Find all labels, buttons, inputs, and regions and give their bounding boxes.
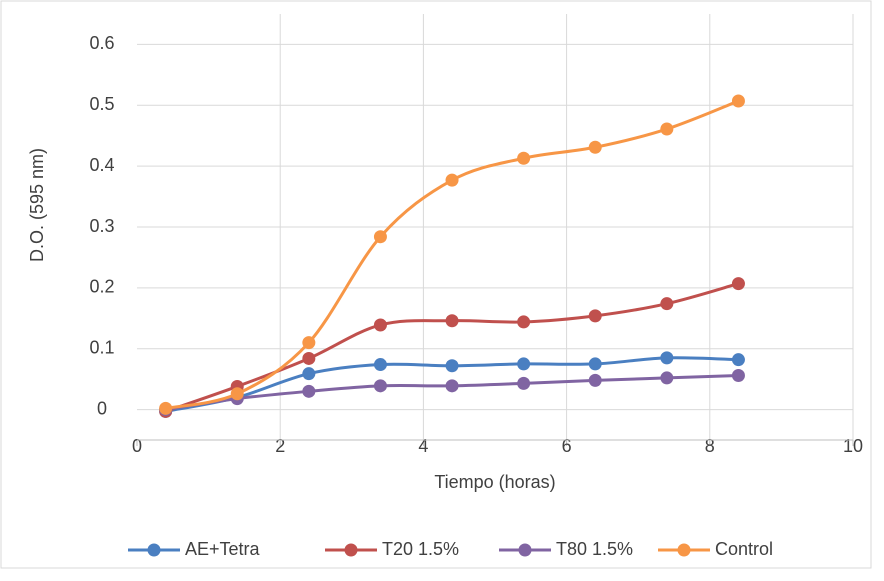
data-point: [517, 357, 531, 371]
data-point: [302, 367, 316, 381]
data-point: [373, 358, 387, 372]
chart-border: [0, 0, 872, 569]
legend-marker: [344, 543, 358, 557]
data-point: [731, 277, 745, 291]
data-point: [731, 353, 745, 367]
legend-marker: [518, 543, 532, 557]
data-point: [660, 371, 674, 385]
x-tick-label: 2: [275, 436, 285, 456]
data-point: [588, 373, 602, 387]
series-line: [165, 99, 739, 410]
data-point: [302, 384, 316, 398]
y-tick-label: 0.2: [89, 277, 114, 297]
x-tick-label: 0: [132, 436, 142, 456]
data-point: [302, 351, 316, 365]
legend-label: T80 1.5%: [556, 539, 633, 559]
y-axis-label: D.O. (595 nm): [27, 148, 47, 262]
x-axis-label: Tiempo (horas): [434, 472, 555, 492]
data-point: [517, 315, 531, 329]
data-point: [588, 140, 602, 154]
data-point: [445, 173, 459, 187]
y-tick-label: 0.4: [89, 155, 114, 175]
data-point: [159, 401, 173, 415]
data-point: [660, 297, 674, 311]
data-point: [445, 379, 459, 393]
y-tick-label: 0.6: [89, 33, 114, 53]
y-tick-label: 0.1: [89, 337, 114, 357]
y-tick-label: 0.5: [89, 94, 114, 114]
legend-label: T20 1.5%: [382, 539, 459, 559]
data-point: [445, 359, 459, 373]
x-tick-label: 8: [705, 436, 715, 456]
x-tick-label: 10: [843, 436, 863, 456]
data-point: [660, 122, 674, 136]
y-tick-label: 0: [97, 398, 107, 418]
data-point: [373, 230, 387, 244]
data-point: [373, 318, 387, 332]
x-tick-label: 6: [562, 436, 572, 456]
data-point: [588, 357, 602, 371]
x-tick-label: 4: [418, 436, 428, 456]
data-point: [588, 309, 602, 323]
data-point: [230, 387, 244, 401]
data-point: [731, 368, 745, 382]
data-point: [660, 351, 674, 365]
legend-label: Control: [715, 539, 773, 559]
data-point: [302, 336, 316, 350]
legend-marker: [147, 543, 161, 557]
legend-label: AE+Tetra: [185, 539, 261, 559]
data-point: [373, 379, 387, 393]
y-tick-label: 0.3: [89, 216, 114, 236]
data-point: [517, 151, 531, 165]
data-point: [445, 314, 459, 328]
legend-marker: [677, 543, 691, 557]
data-point: [517, 376, 531, 390]
data-point: [731, 94, 745, 108]
